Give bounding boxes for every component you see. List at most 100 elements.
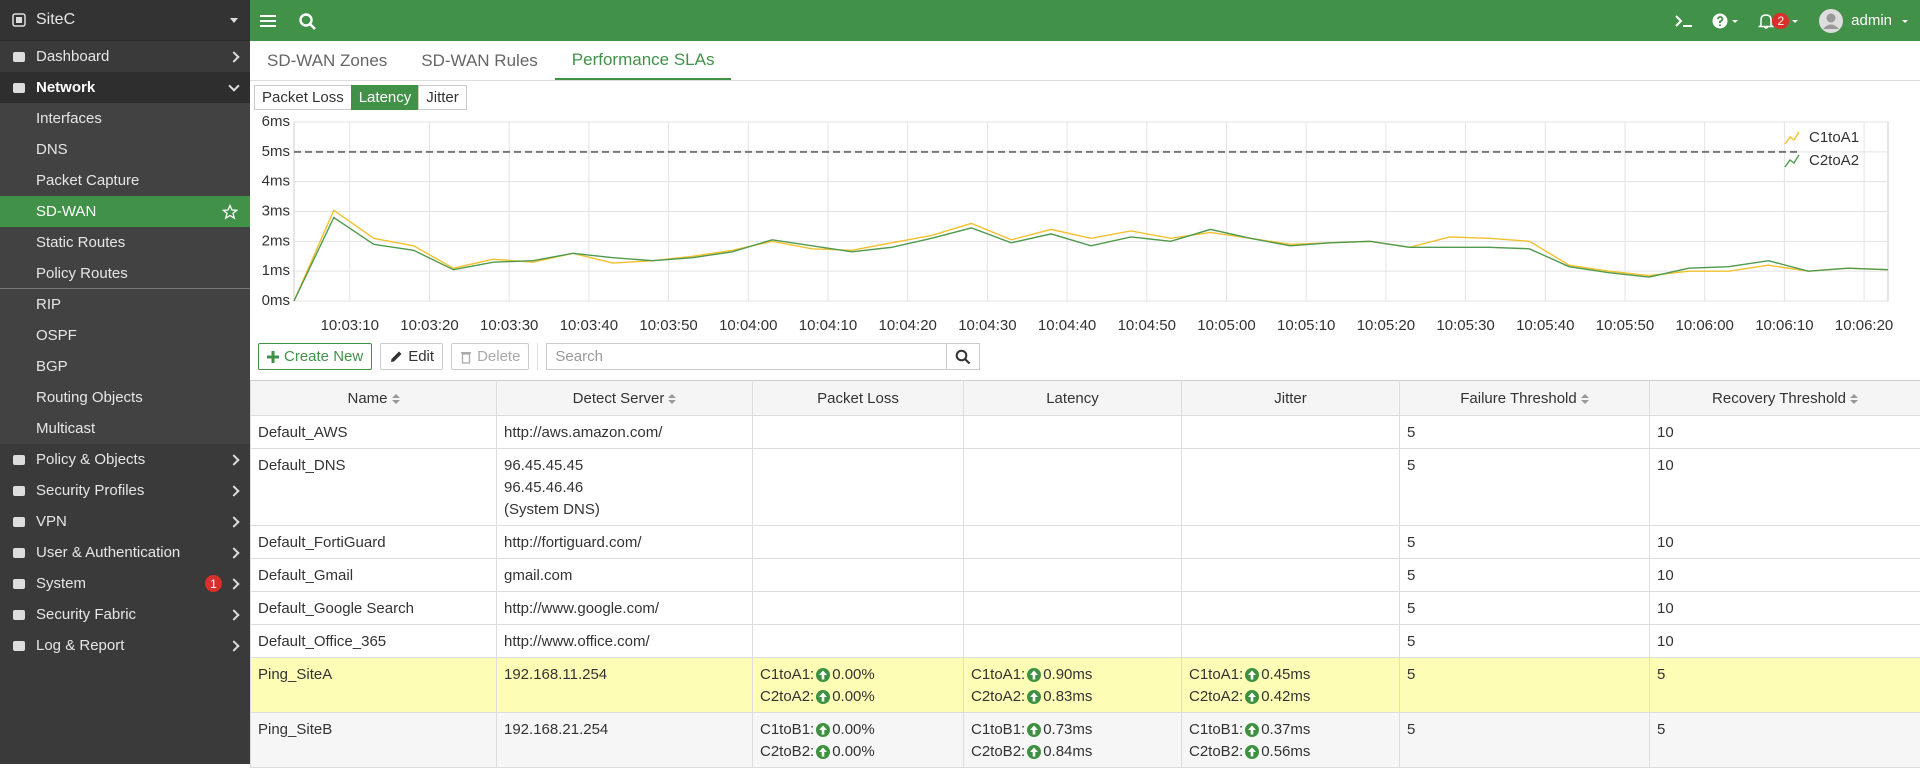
recovery-threshold: 10 [1657, 534, 1674, 551]
nav-item[interactable]: User & Authentication [0, 537, 250, 568]
nav-item[interactable]: Log & Report [0, 630, 250, 661]
nav-item[interactable]: DNS [0, 134, 250, 165]
sla-value: 0.73ms [1043, 719, 1092, 741]
delete-button[interactable]: Delete [451, 343, 529, 370]
nav-item[interactable]: Security Profiles [0, 475, 250, 506]
tab[interactable]: SD-WAN Zones [250, 41, 404, 80]
recovery-cell: 10 [1650, 526, 1920, 559]
site-name: SiteC [36, 11, 75, 29]
packet-loss-cell [753, 526, 964, 559]
sla-value: 0.00% [832, 664, 875, 686]
notifications[interactable]: 2 [1758, 13, 1801, 29]
plus-icon [267, 351, 279, 363]
nav-item[interactable]: Interfaces [0, 103, 250, 134]
recovery-cell: 10 [1650, 559, 1920, 592]
status-up-icon [1027, 745, 1041, 759]
nav-item[interactable]: Routing Objects [0, 382, 250, 413]
nav-item[interactable]: Policy Routes [0, 258, 250, 289]
nav-label: Multicast [36, 420, 95, 437]
y-tick-label: 5ms [262, 143, 290, 160]
nav-item[interactable]: Dashboard [0, 41, 250, 72]
nav-item[interactable]: BGP [0, 351, 250, 382]
edit-button[interactable]: Edit [380, 343, 443, 370]
search-icon[interactable] [298, 12, 318, 30]
help-icon[interactable] [1712, 13, 1740, 29]
recovery-cell: 10 [1650, 416, 1920, 449]
nav-icon [12, 577, 26, 591]
column-header: Packet Loss [753, 381, 964, 416]
site-selector[interactable]: SiteC [0, 0, 250, 41]
tab[interactable]: SD-WAN Rules [404, 41, 555, 80]
packet-loss-cell [753, 416, 964, 449]
nav-item[interactable]: VPN [0, 506, 250, 537]
nav-label: Policy & Objects [36, 451, 145, 468]
nav-icon [12, 453, 26, 467]
nav-label: Log & Report [36, 637, 124, 654]
column-header: Jitter [1182, 381, 1400, 416]
column-label: Jitter [1274, 390, 1307, 407]
nav-item[interactable]: Static Routes [0, 227, 250, 258]
star [223, 205, 237, 218]
x-tick-label: 10:05:10 [1277, 317, 1335, 334]
icon-shape [13, 517, 25, 527]
column-header[interactable]: Failure Threshold [1400, 381, 1650, 416]
cli-icon[interactable] [1674, 13, 1694, 29]
column-header[interactable]: Name [251, 381, 497, 416]
name-cell: Default_Office_365 [251, 625, 497, 658]
failure-threshold: 5 [1407, 633, 1415, 650]
tab[interactable]: Performance SLAs [555, 41, 732, 80]
favorite-star[interactable] [222, 204, 238, 220]
trash-icon [460, 350, 472, 364]
column-label: Name [347, 390, 387, 407]
failure-threshold: 5 [1407, 567, 1415, 584]
chevron [228, 454, 239, 465]
user-menu[interactable]: admin [1819, 9, 1910, 33]
search-placeholder: Search [555, 348, 603, 365]
packet-loss-cell [753, 625, 964, 658]
nav-item[interactable]: SD-WAN [0, 196, 250, 227]
nav-item[interactable]: Policy & Objects [0, 444, 250, 475]
search-box[interactable]: Search [546, 343, 980, 370]
chevron [228, 547, 239, 558]
nav-item[interactable]: RIP [0, 289, 250, 320]
create-button[interactable]: Create New [258, 343, 372, 370]
nav-item[interactable]: Network [0, 72, 250, 103]
nav-item[interactable]: OSPF [0, 320, 250, 351]
search-input[interactable]: Search [547, 344, 947, 369]
column-header[interactable]: Detect Server [497, 381, 753, 416]
nav-item[interactable]: Multicast [0, 413, 250, 444]
column-header[interactable]: Recovery Threshold [1650, 381, 1920, 416]
search-button[interactable] [947, 344, 979, 369]
nav-label: Static Routes [36, 234, 125, 251]
x-tick-label: 10:04:10 [799, 317, 857, 334]
name-cell: Default_Gmail [251, 559, 497, 592]
packet-loss-cell [753, 559, 964, 592]
status-up-icon [816, 668, 830, 682]
nav-item[interactable]: Security Fabric [0, 599, 250, 630]
recovery-threshold: 10 [1657, 567, 1674, 584]
detect-cell: http://aws.amazon.com/ [497, 416, 753, 449]
nav-icon [12, 608, 26, 622]
status-up-icon [1245, 723, 1259, 737]
caret [1900, 13, 1910, 29]
sla-entry: C1toB1:0.00% [760, 719, 956, 741]
nav-label: SD-WAN [36, 203, 96, 220]
username: admin [1851, 12, 1892, 29]
menu-toggle[interactable] [260, 13, 278, 29]
nav-item[interactable]: Packet Capture [0, 165, 250, 196]
failure-cell: 5 [1400, 416, 1650, 449]
column-label: Packet Loss [817, 390, 899, 407]
name-cell: Default_FortiGuard [251, 526, 497, 559]
